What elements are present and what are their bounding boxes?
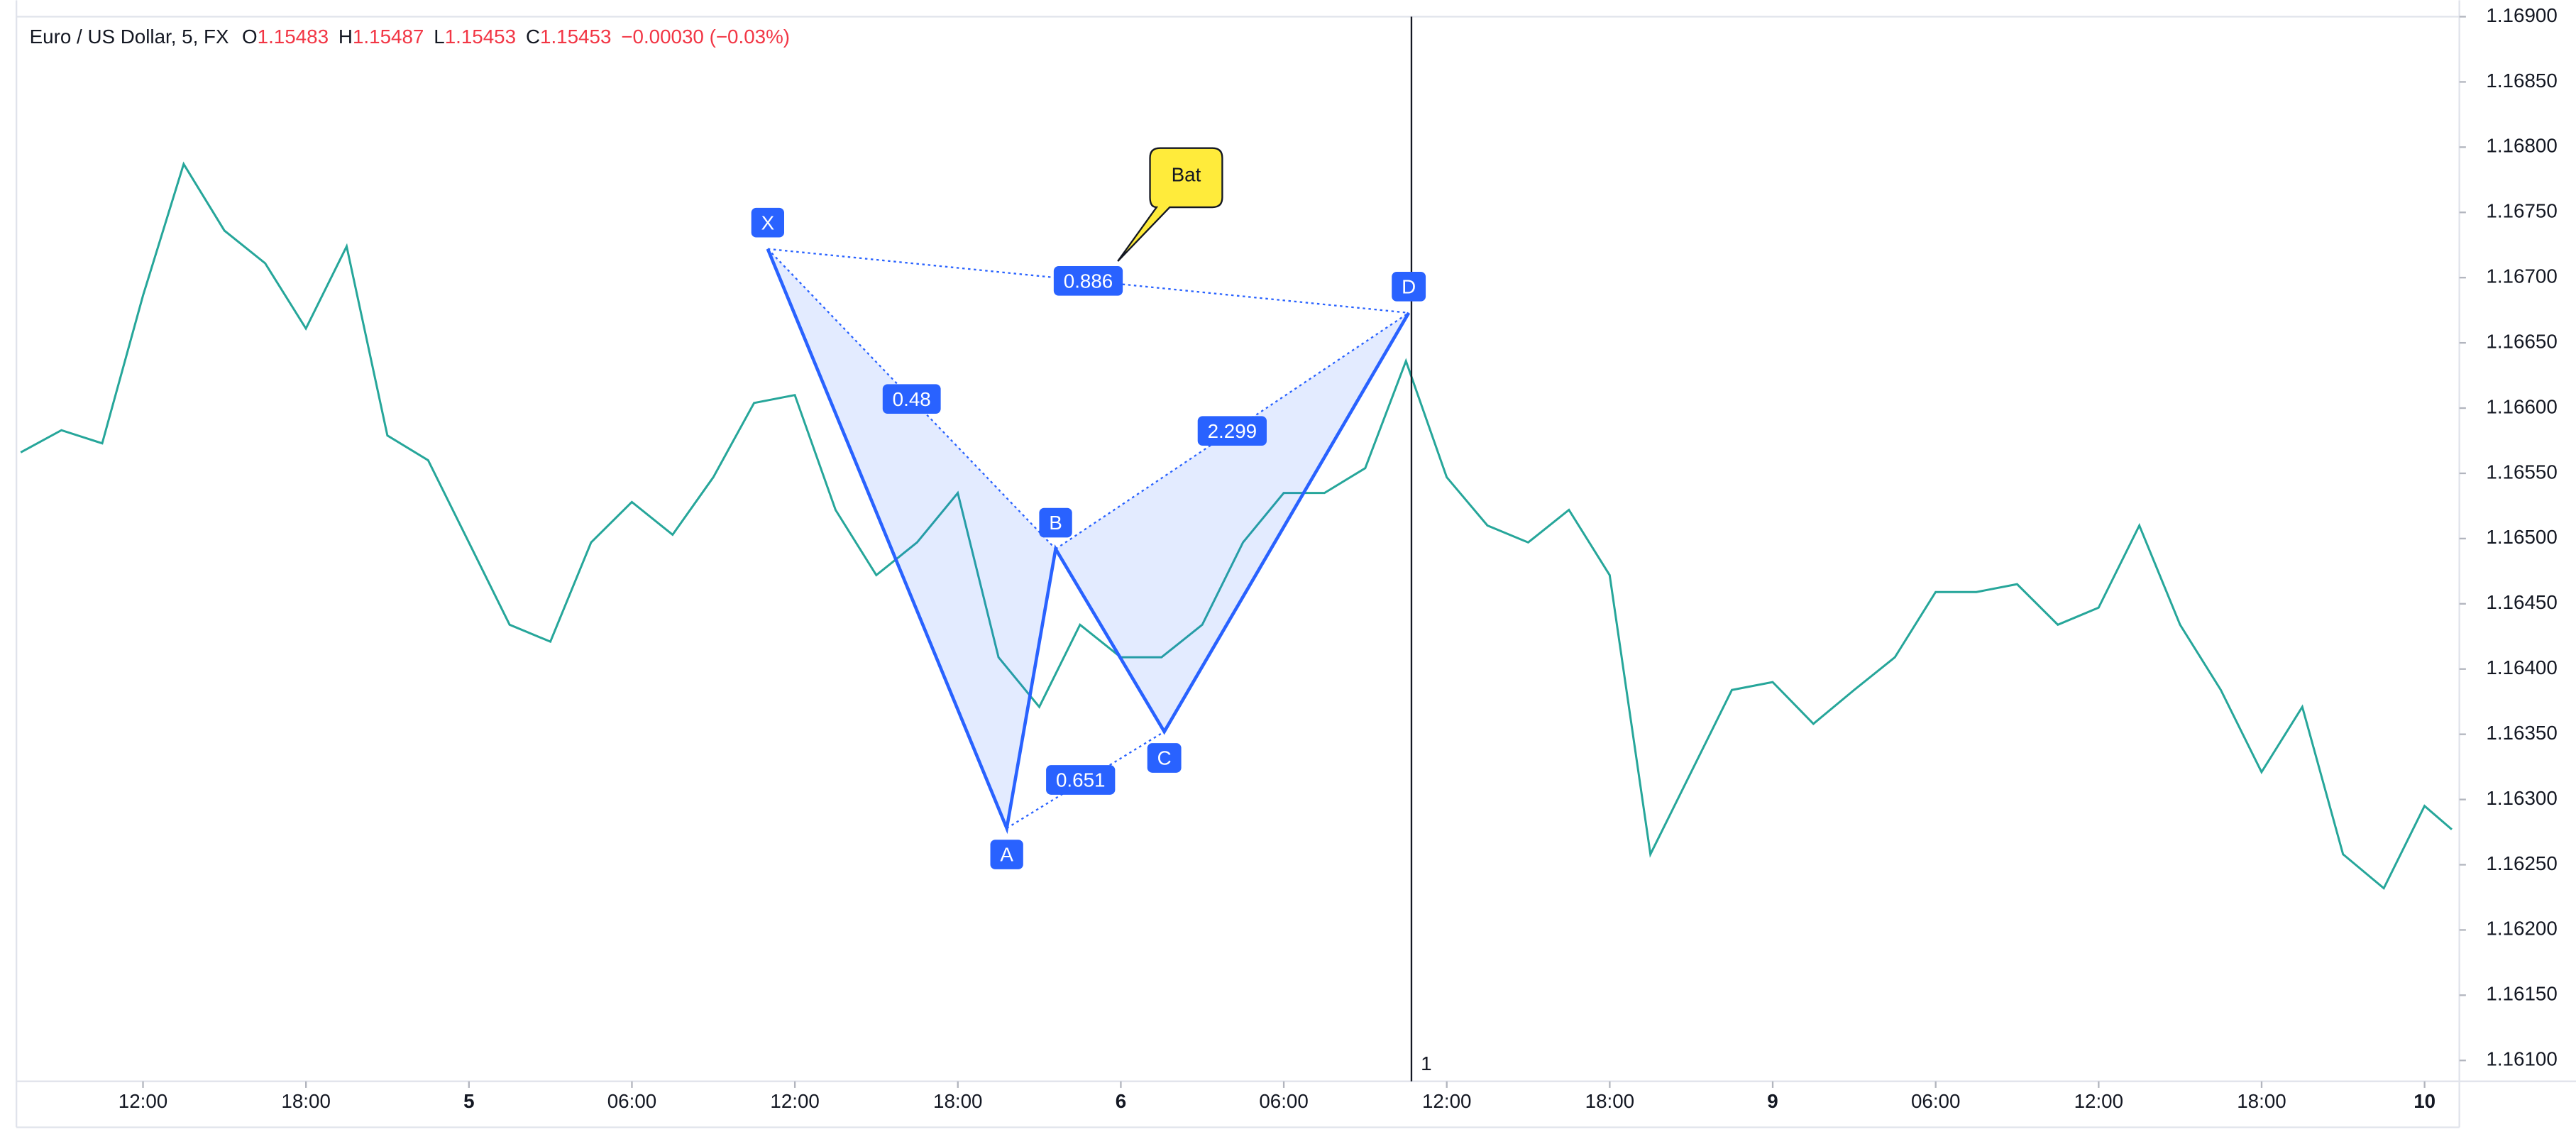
ratio-label-text: 0.48 [893, 388, 931, 410]
x-tick-label: 18:00 [281, 1090, 330, 1112]
y-tick-label: 1.16350 [2486, 722, 2557, 744]
y-tick-label: 1.16200 [2486, 918, 2557, 940]
x-tick-label: 9 [1767, 1090, 1778, 1112]
x-tick-label: 5 [463, 1090, 474, 1112]
pattern-point [990, 840, 1023, 869]
symbol-title: Euro / US Dollar, 5, FX [30, 26, 229, 48]
x-tick-label: 12:00 [1422, 1090, 1471, 1112]
y-tick-label: 1.16700 [2486, 265, 2557, 287]
ratio-label [882, 384, 941, 414]
y-tick-label: 1.16650 [2486, 330, 2557, 352]
ohlc-label: L [434, 26, 444, 48]
pattern-point [1392, 271, 1426, 302]
ohlc-label: O [242, 26, 258, 48]
ratio-label [1197, 416, 1267, 446]
change: −0.00030 (−0.03%) [621, 26, 790, 48]
y-tick-label: 1.16900 [2486, 4, 2557, 26]
pattern-point [1147, 743, 1182, 773]
x-tick-label: 18:00 [1585, 1090, 1634, 1112]
ohlc-value: 1.15453 [445, 26, 516, 48]
x-tick-label: 12:00 [770, 1090, 819, 1112]
y-tick-label: 1.16250 [2486, 852, 2557, 874]
ratio-label-text: 0.886 [1064, 270, 1113, 292]
pattern-point [1039, 507, 1072, 538]
cursor-label: 1 [1421, 1052, 1431, 1074]
pattern-point-text: C [1157, 747, 1172, 769]
x-tick-label: 6 [1116, 1090, 1126, 1112]
y-tick-label: 1.16750 [2486, 200, 2557, 222]
pattern-point-text: X [761, 211, 775, 233]
ohlc-label: H [338, 26, 353, 48]
ratio-label [1046, 765, 1116, 795]
price-line [20, 161, 2453, 891]
x-tick-label: 18:00 [933, 1090, 982, 1112]
pattern-name: Bat [1172, 163, 1201, 185]
ratio-label-text: 0.651 [1056, 769, 1105, 791]
pattern-point-text: D [1402, 275, 1416, 297]
header: Euro / US Dollar, 5, FX O 1.15483 H 1.15487… [30, 26, 790, 48]
y-tick-label: 1.16100 [2486, 1048, 2557, 1070]
ohlc-value: 1.15453 [540, 26, 611, 48]
ohlc-value: 1.15487 [353, 26, 424, 48]
ratio-label [1053, 265, 1123, 296]
ohlc-label: C [526, 26, 540, 48]
ratio-line [1055, 312, 1409, 550]
pattern-point [751, 207, 785, 238]
y-tick-label: 1.16150 [2486, 983, 2557, 1005]
y-tick-label: 1.16800 [2486, 135, 2557, 157]
x-tick-label: 10 [2413, 1090, 2435, 1112]
y-tick-label: 1.16500 [2486, 526, 2557, 548]
pattern-point-text: A [1000, 844, 1013, 866]
pattern-callout [1117, 147, 1223, 262]
pattern-fill [767, 248, 1056, 829]
y-tick-label: 1.16550 [2486, 461, 2557, 483]
x-tick-label: 06:00 [607, 1090, 656, 1112]
pattern-legs [766, 248, 1411, 835]
x-tick-label: 06:00 [1259, 1090, 1308, 1112]
x-tick-label: 18:00 [2237, 1090, 2286, 1112]
pattern-point-text: B [1049, 512, 1062, 534]
pattern-fill [1055, 312, 1409, 732]
y-tick-label: 1.16600 [2486, 395, 2557, 417]
x-tick-label: 12:00 [119, 1090, 167, 1112]
x-tick-label: 06:00 [1911, 1090, 1960, 1112]
y-tick-label: 1.16450 [2486, 591, 2557, 613]
x-tick-label: 12:00 [2074, 1090, 2123, 1112]
ratio-label-text: 2.299 [1208, 420, 1257, 442]
y-tick-label: 1.16850 [2486, 70, 2557, 92]
ohlc-value: 1.15483 [258, 26, 329, 48]
y-tick-label: 1.16300 [2486, 787, 2557, 809]
y-tick-label: 1.16400 [2486, 656, 2557, 678]
